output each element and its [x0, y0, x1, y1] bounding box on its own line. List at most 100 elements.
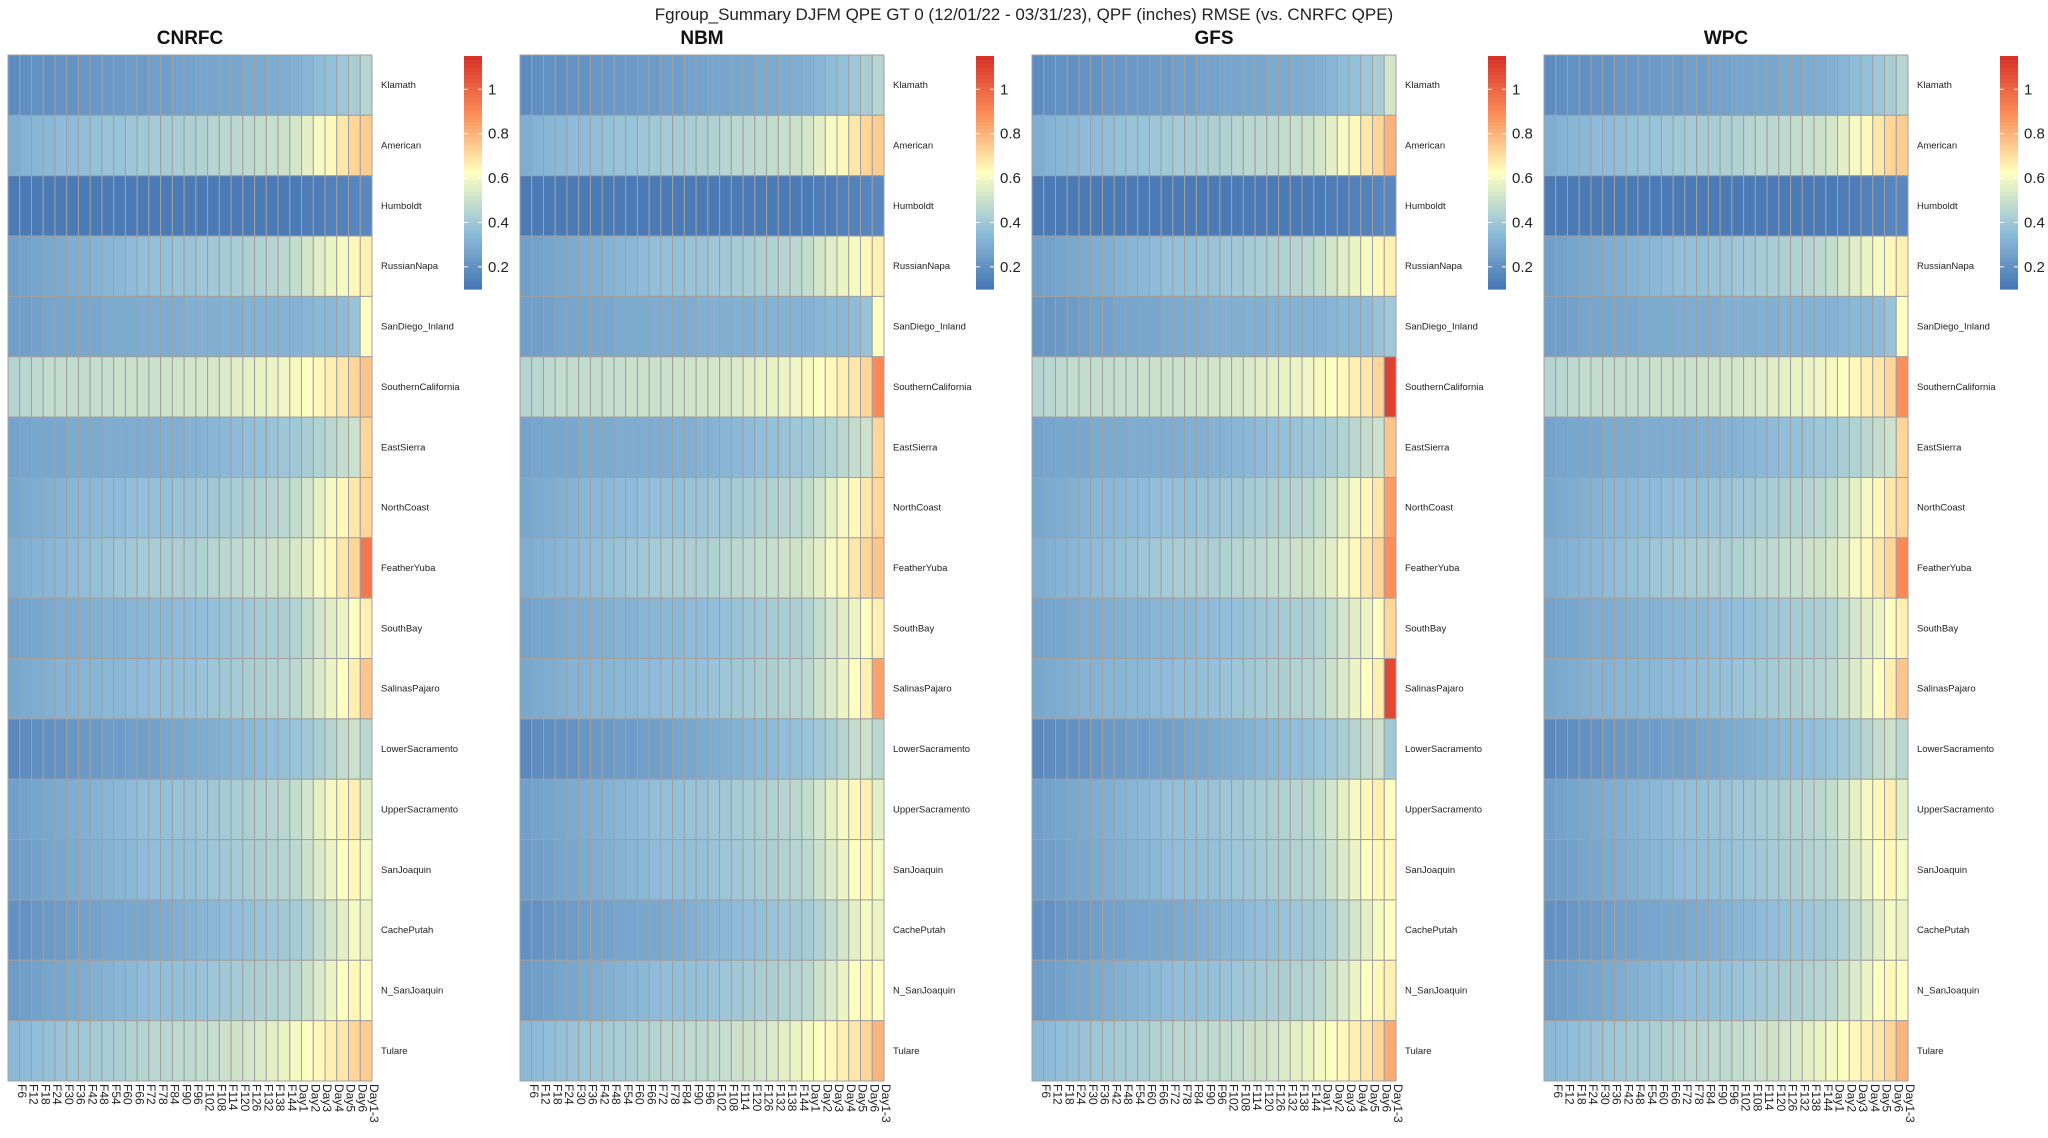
heatmap-cell — [636, 114, 650, 177]
heatmap-cell — [601, 356, 615, 418]
heatmap-cell — [1884, 658, 1897, 720]
heatmap-cell — [1590, 356, 1604, 418]
heatmap-cell — [301, 537, 314, 599]
column-label: F48 — [1121, 1084, 1135, 1105]
heatmap-cell — [1054, 175, 1068, 237]
heatmap-cell — [1160, 476, 1174, 539]
heatmap-cell — [1848, 476, 1862, 539]
heatmap-cell — [613, 597, 627, 660]
column-label: F66 — [1156, 1084, 1170, 1105]
heatmap-cell — [1578, 476, 1592, 539]
colorbar-segment — [1488, 160, 1506, 166]
row-label: Tulare — [893, 1046, 920, 1057]
heatmap-cell — [719, 778, 732, 841]
heatmap-cell — [1289, 839, 1303, 901]
heatmap-cell — [836, 778, 850, 841]
heatmap-cell — [160, 839, 173, 901]
heatmap-cell — [218, 114, 232, 177]
heatmap-cell — [1766, 416, 1780, 478]
column-label: F96 — [1727, 1084, 1741, 1105]
heatmap-cell — [54, 175, 68, 237]
heatmap-cell — [813, 416, 826, 478]
heatmap-cell — [1113, 959, 1127, 1022]
heatmap-cell — [1301, 54, 1315, 116]
heatmap-cell — [160, 899, 173, 961]
heatmap-cell — [1696, 235, 1709, 297]
heatmap-cell — [754, 54, 768, 116]
heatmap-cell — [1707, 778, 1721, 841]
heatmap-cell — [1031, 295, 1045, 358]
heatmap-cell — [1336, 235, 1350, 297]
heatmap-cell — [218, 295, 232, 358]
heatmap-cell — [1184, 537, 1197, 599]
colorbar-tick-label: 1 — [1000, 81, 1008, 98]
heatmap-cell — [1790, 54, 1803, 116]
heatmap-cell — [1860, 537, 1874, 599]
heatmap-cell — [1649, 235, 1662, 297]
heatmap-cell — [566, 839, 580, 901]
heatmap-cell — [195, 658, 209, 720]
heatmap-cell — [601, 235, 615, 297]
heatmap-cell — [1254, 778, 1268, 841]
colorbar-segment — [1488, 180, 1506, 185]
heatmap-cell — [1625, 959, 1639, 1022]
column-label: Day6 — [1891, 1084, 1905, 1112]
heatmap-cell — [1566, 658, 1580, 720]
heatmap-cell — [1602, 778, 1615, 841]
colorbar-segment — [976, 160, 994, 166]
heatmap-cell — [1719, 718, 1733, 780]
colorbar-segment — [464, 75, 482, 80]
heatmap-cell — [359, 718, 373, 780]
heatmap-cell — [1219, 1020, 1233, 1082]
heatmap-cell — [19, 959, 32, 1022]
heatmap-cell — [660, 839, 674, 901]
heatmap-cell — [1884, 235, 1897, 297]
heatmap-cell — [766, 416, 779, 478]
heatmap-cell — [1696, 175, 1709, 237]
heatmap-cell — [254, 416, 267, 478]
colorbar-segment — [1488, 195, 1506, 201]
heatmap-cell — [1301, 597, 1315, 660]
colorbar-segment — [976, 265, 994, 271]
colorbar-segment — [976, 250, 994, 255]
heatmap-cell — [1825, 658, 1839, 720]
heatmap-cell — [277, 899, 291, 961]
heatmap-cell — [601, 839, 615, 901]
heatmap-cell — [519, 235, 533, 297]
heatmap-cell — [1289, 54, 1303, 116]
heatmap-cell — [1054, 597, 1068, 660]
heatmap-cell — [1743, 899, 1756, 961]
heatmap-cell — [1672, 537, 1686, 599]
heatmap-cell — [1837, 537, 1850, 599]
heatmap-cell — [1766, 839, 1780, 901]
colorbar-segment — [2000, 215, 2018, 220]
heatmap-cell — [601, 959, 615, 1022]
heatmap-cell — [1066, 114, 1080, 177]
heatmap-cell — [1895, 235, 1909, 297]
colorbar: 0.20.40.60.81 — [1488, 56, 1533, 290]
heatmap-cell — [101, 959, 115, 1022]
heatmap-cell — [695, 899, 709, 961]
heatmap-cell — [1336, 597, 1350, 660]
heatmap-cell — [848, 959, 862, 1022]
column-label: F72 — [1680, 1084, 1694, 1105]
heatmap-cell — [89, 597, 103, 660]
heatmap-cell — [871, 356, 885, 418]
heatmap-cell — [542, 537, 556, 599]
heatmap-cell — [89, 416, 103, 478]
heatmap-cell — [113, 718, 126, 780]
heatmap-cell — [1090, 899, 1103, 961]
heatmap-cell — [813, 54, 826, 116]
heatmap-cell — [1101, 54, 1115, 116]
heatmap-cell — [1266, 1020, 1280, 1082]
heatmap-cell — [636, 416, 650, 478]
heatmap-cell — [1113, 778, 1127, 841]
heatmap-cell — [1555, 54, 1568, 116]
heatmap-cell — [707, 114, 721, 177]
heatmap-cell — [1872, 476, 1886, 539]
heatmap-cell — [1289, 114, 1303, 177]
heatmap-cell — [1895, 476, 1909, 539]
column-label: F114 — [1762, 1084, 1776, 1111]
heatmap-cell — [613, 476, 627, 539]
row-label: N_SanJoaquin — [893, 985, 955, 996]
